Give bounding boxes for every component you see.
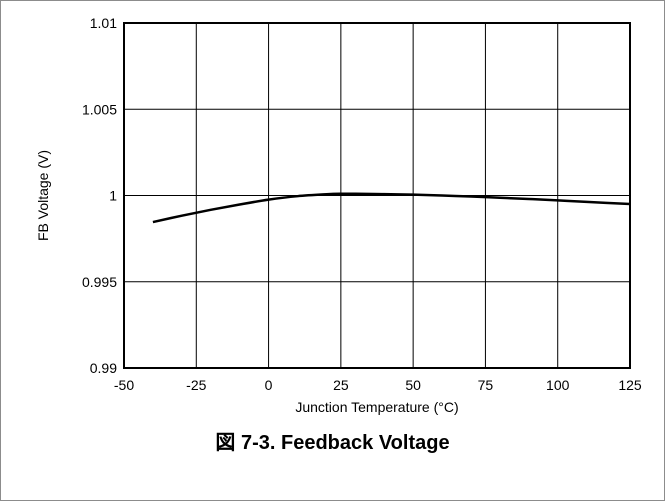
- y-tick-label: 0.99: [90, 360, 117, 376]
- frame-top-border: [0, 0, 665, 1]
- plot-area-frame: [123, 22, 631, 369]
- x-tick-label: 125: [618, 377, 642, 393]
- fb-voltage-curve: [152, 192, 631, 224]
- x-tick-label: 75: [478, 377, 494, 393]
- x-tick-label: 100: [546, 377, 570, 393]
- x-tick-label: -50: [114, 377, 134, 393]
- x-tick-labels: -50 -25 0 25 50 75 100 125: [114, 377, 642, 393]
- y-tick-labels: 0.99 0.995 1 1.005 1.01: [82, 15, 117, 376]
- x-tick-label: 0: [265, 377, 273, 393]
- x-tick-label: -25: [186, 377, 206, 393]
- x-tick-label: 50: [405, 377, 421, 393]
- y-tick-label: 1.01: [90, 15, 117, 31]
- x-axis-label: Junction Temperature (°C): [295, 399, 458, 415]
- y-tick-label: 1.005: [82, 101, 117, 117]
- series-layer: [152, 192, 631, 224]
- y-axis-label: FB Voltage (V): [35, 150, 51, 241]
- figure-caption: 図 7-3. Feedback Voltage: [215, 432, 450, 454]
- x-tick-label: 25: [333, 377, 349, 393]
- y-tick-label: 1: [109, 188, 117, 204]
- y-tick-label: 0.995: [82, 274, 117, 290]
- grid-lines: [124, 23, 630, 368]
